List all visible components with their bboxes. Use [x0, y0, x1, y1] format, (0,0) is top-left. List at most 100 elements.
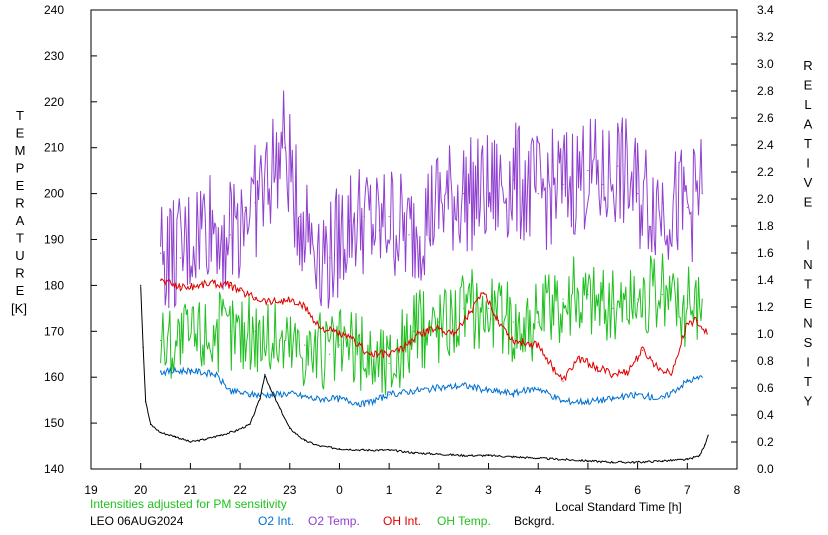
- data-point: [597, 367, 599, 369]
- data-point: [413, 330, 415, 332]
- data-point: [637, 193, 639, 195]
- station-date: LEO 06AUG2024: [90, 514, 184, 528]
- right-tick-label: 3.0: [757, 57, 774, 71]
- data-point: [562, 380, 564, 382]
- legend-oh-temp: OH Temp.: [437, 514, 491, 528]
- data-point: [463, 307, 465, 309]
- data-point: [353, 340, 355, 342]
- data-point: [179, 339, 182, 342]
- left-axis-letter: T: [16, 231, 24, 246]
- data-point: [140, 284, 142, 286]
- data-point: [388, 353, 390, 355]
- data-point: [661, 460, 664, 462]
- right-tick-label: 1.0: [757, 327, 774, 341]
- left-axis-letter: E: [16, 126, 25, 141]
- data-point: [209, 282, 211, 284]
- left-axis-letter: A: [16, 213, 25, 228]
- left-axis-letter: U: [15, 248, 24, 263]
- right-tick-label: 0.6: [757, 381, 774, 395]
- left-tick-label: 230: [44, 49, 64, 63]
- left-axis-letter: T: [16, 108, 24, 123]
- left-tick-label: 240: [44, 3, 64, 17]
- right-axis-letter: N: [803, 315, 812, 330]
- data-point: [244, 206, 246, 208]
- x-tick-label: 19: [84, 483, 98, 497]
- x-axis-label: Local Standard Time [h]: [555, 500, 682, 514]
- data-point: [328, 353, 331, 355]
- x-tick-label: 21: [184, 483, 198, 497]
- data-point: [289, 299, 291, 301]
- data-point: [438, 453, 440, 455]
- right-tick-label: 1.6: [757, 246, 774, 260]
- data-point: [487, 390, 490, 392]
- data-point: [413, 452, 415, 454]
- data-point: [249, 423, 251, 426]
- data-point: [627, 371, 629, 373]
- data-point: [318, 445, 321, 447]
- legend-bckgrd: Bckgrd.: [514, 514, 555, 528]
- data-point: [159, 279, 162, 281]
- right-axis-letter: V: [804, 175, 813, 190]
- right-axis-letter: I: [806, 156, 810, 171]
- data-point: [671, 371, 674, 373]
- data-point: [602, 183, 604, 186]
- data-point: [487, 454, 490, 457]
- x-tick-label: 5: [585, 483, 592, 497]
- right-axis-letter: A: [804, 117, 813, 132]
- data-point: [299, 215, 301, 218]
- legend-o2-int: O2 Int.: [258, 514, 295, 528]
- right-tick-label: 1.8: [757, 219, 774, 233]
- series-layer: [140, 90, 709, 464]
- series-oh-temp: [159, 253, 703, 395]
- data-point: [463, 384, 465, 386]
- data-point: [537, 193, 539, 195]
- data-point: [229, 390, 231, 392]
- data-point: [587, 293, 589, 296]
- x-tick-label: 22: [233, 483, 247, 497]
- x-tick-label: 2: [436, 483, 443, 497]
- data-point: [487, 193, 490, 195]
- data-point: [150, 423, 152, 426]
- data-point: [234, 430, 236, 432]
- data-point: [497, 319, 500, 322]
- right-axis-letter: Y: [804, 393, 813, 408]
- left-axis-letter: R: [15, 196, 24, 211]
- data-point: [438, 387, 440, 389]
- data-point: [289, 427, 291, 430]
- data-point: [142, 346, 144, 349]
- data-point: [284, 147, 286, 149]
- data-point: [314, 398, 316, 400]
- data-point: [661, 293, 664, 296]
- data-point: [577, 357, 579, 359]
- data-point: [338, 448, 341, 450]
- x-axis-ticks: 19 20 21 22 23 0 1 2 3 4 5 6 7 8: [84, 463, 741, 497]
- data-point: [704, 444, 706, 446]
- right-tick-label: 0.4: [757, 408, 774, 422]
- data-point: [318, 326, 321, 328]
- data-point: [304, 344, 306, 346]
- data-point: [706, 333, 708, 335]
- data-point: [338, 333, 341, 335]
- data-point: [699, 454, 701, 457]
- data-point: [512, 392, 514, 394]
- data-point: [696, 319, 698, 322]
- data-point: [269, 387, 271, 389]
- data-point: [259, 398, 261, 400]
- data-point: [562, 298, 564, 300]
- x-tick-label: 4: [535, 483, 542, 497]
- data-point: [403, 346, 405, 349]
- x-tick-label: 7: [684, 483, 691, 497]
- data-point: [562, 458, 564, 461]
- series-oh-int: [159, 278, 708, 382]
- data-point: [254, 296, 256, 299]
- data-point: [159, 339, 162, 342]
- data-point: [512, 179, 514, 181]
- data-point: [562, 183, 564, 186]
- data-point: [512, 340, 514, 342]
- left-tick-label: 200: [44, 187, 64, 201]
- x-tick-label: 6: [634, 483, 641, 497]
- data-point: [641, 349, 644, 351]
- data-point: [587, 170, 589, 172]
- left-axis-letter: M: [15, 143, 26, 158]
- data-point: [587, 400, 589, 403]
